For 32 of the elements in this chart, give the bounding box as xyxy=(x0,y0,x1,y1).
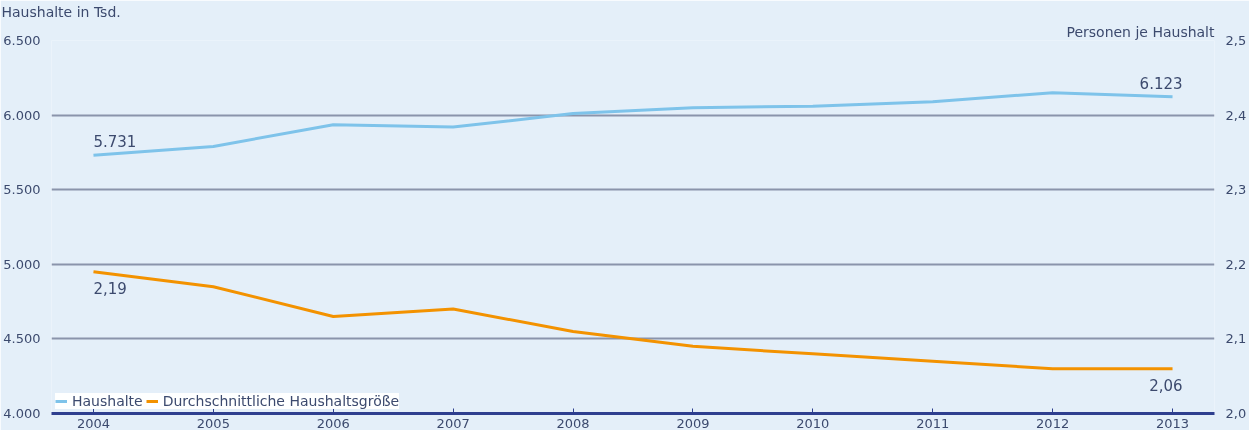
data-label: 6.123 xyxy=(1139,74,1183,93)
data-label: 2,19 xyxy=(93,279,127,298)
y-tick-label: 5.500 xyxy=(3,182,41,198)
x-tick-label: 2007 xyxy=(436,415,470,430)
x-tick-label: 2013 xyxy=(1155,415,1190,430)
x-tick-label: 2005 xyxy=(196,415,230,430)
y2-tick-label: 2,5 xyxy=(1225,33,1247,48)
line-series xyxy=(91,91,1175,157)
x-tick-label: 2011 xyxy=(916,415,950,430)
y-axis-title: Haushalte in Tsd. xyxy=(1,3,121,20)
y-tick-label: 6.000 xyxy=(3,107,41,123)
data-label: 5.731 xyxy=(93,133,137,152)
x-tick-label: 2010 xyxy=(796,415,830,430)
y-tick-label: 5.000 xyxy=(3,256,41,272)
y2-tick-label: 2,0 xyxy=(1225,406,1247,421)
x-tick-label: 2009 xyxy=(676,415,710,430)
y2-tick-label: 2,3 xyxy=(1225,182,1247,198)
y2-axis-title: Personen je Haushalt xyxy=(1066,23,1216,40)
y2-tick-label: 2,1 xyxy=(1225,331,1247,347)
x-tick-label: 2004 xyxy=(76,415,111,430)
line-series xyxy=(91,270,1175,371)
y2-tick-label: 2,2 xyxy=(1225,256,1247,272)
y-tick-label: 4.000 xyxy=(3,406,41,421)
y-tick-label: 6.500 xyxy=(3,33,41,48)
x-tick-label: 2008 xyxy=(556,415,590,430)
x-tick-label: 2006 xyxy=(316,415,350,430)
legend-label: Durchschnittliche Haushaltsgröße xyxy=(162,393,400,409)
y-tick-label: 4.500 xyxy=(3,331,41,347)
y2-tick-label: 2,4 xyxy=(1225,107,1247,123)
data-label: 2,06 xyxy=(1149,376,1183,395)
x-tick-label: 2012 xyxy=(1036,415,1070,430)
legend-label: Haushalte xyxy=(72,393,143,409)
